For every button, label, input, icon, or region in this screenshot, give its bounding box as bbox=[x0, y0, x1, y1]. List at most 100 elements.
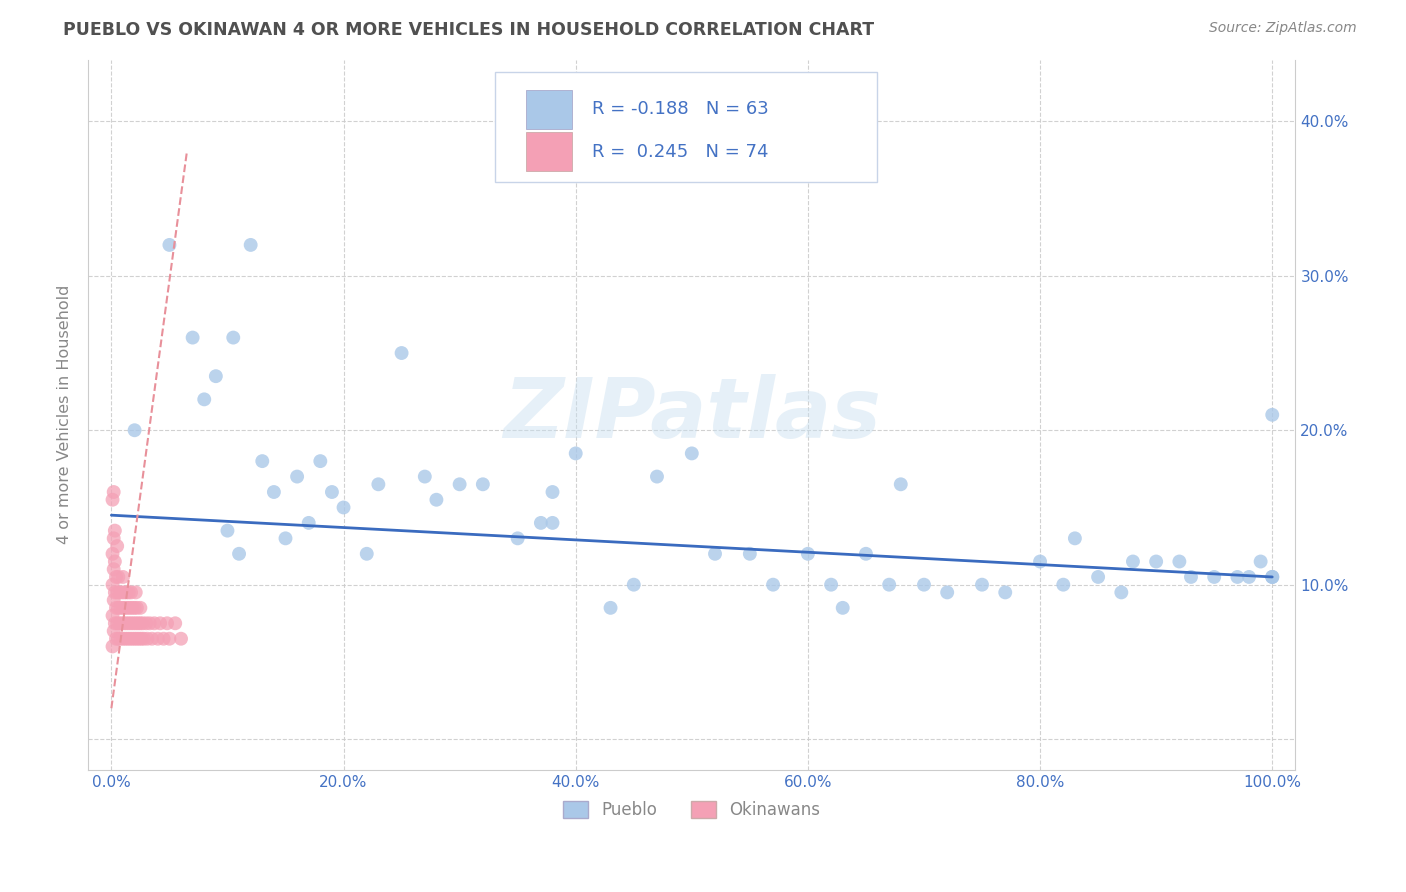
Point bbox=[132, 616, 155, 631]
Point bbox=[108, 585, 131, 599]
Point bbox=[738, 547, 761, 561]
Point bbox=[1261, 570, 1284, 584]
Point bbox=[118, 616, 141, 631]
Point bbox=[101, 492, 124, 507]
Point bbox=[112, 585, 135, 599]
Point bbox=[890, 477, 912, 491]
Legend: Pueblo, Okinawans: Pueblo, Okinawans bbox=[557, 794, 827, 826]
Point bbox=[1261, 570, 1284, 584]
Point bbox=[1261, 570, 1284, 584]
Point bbox=[114, 600, 136, 615]
Point bbox=[105, 616, 128, 631]
Point bbox=[101, 547, 124, 561]
Point bbox=[103, 624, 125, 638]
Point bbox=[105, 585, 128, 599]
Point bbox=[285, 469, 308, 483]
Point bbox=[471, 477, 494, 491]
Point bbox=[131, 632, 153, 646]
Point bbox=[1250, 554, 1272, 568]
Point bbox=[146, 632, 169, 646]
Point bbox=[107, 600, 129, 615]
Point bbox=[541, 485, 564, 500]
Point bbox=[820, 577, 842, 591]
Point bbox=[117, 632, 139, 646]
Point bbox=[157, 632, 180, 646]
Point bbox=[1144, 554, 1167, 568]
Point bbox=[181, 330, 204, 344]
Point bbox=[118, 632, 141, 646]
Point bbox=[681, 446, 703, 460]
Point bbox=[994, 585, 1017, 599]
Text: R =  0.245   N = 74: R = 0.245 N = 74 bbox=[592, 143, 768, 161]
Point bbox=[138, 616, 160, 631]
FancyBboxPatch shape bbox=[495, 71, 876, 183]
Point bbox=[321, 485, 343, 500]
Point bbox=[124, 600, 146, 615]
Point bbox=[1111, 585, 1133, 599]
Point bbox=[222, 330, 245, 344]
Point bbox=[936, 585, 959, 599]
Point bbox=[217, 524, 239, 538]
Point bbox=[263, 485, 285, 500]
Point bbox=[110, 600, 132, 615]
Point bbox=[1204, 570, 1226, 584]
Point bbox=[128, 632, 150, 646]
Point bbox=[124, 632, 146, 646]
Point bbox=[111, 570, 134, 584]
Point bbox=[541, 516, 564, 530]
Point bbox=[108, 616, 131, 631]
Point bbox=[274, 532, 297, 546]
Point bbox=[101, 577, 124, 591]
Point bbox=[125, 600, 148, 615]
Point bbox=[104, 585, 127, 599]
Point bbox=[125, 585, 148, 599]
Text: ZIPatlas: ZIPatlas bbox=[503, 375, 880, 455]
Point bbox=[132, 632, 155, 646]
FancyBboxPatch shape bbox=[526, 132, 572, 171]
Point bbox=[107, 570, 129, 584]
Point bbox=[105, 539, 128, 553]
Point bbox=[104, 616, 127, 631]
Point bbox=[831, 600, 853, 615]
Point bbox=[762, 577, 785, 591]
Point bbox=[105, 600, 128, 615]
Point bbox=[125, 632, 148, 646]
Y-axis label: 4 or more Vehicles in Household: 4 or more Vehicles in Household bbox=[58, 285, 72, 544]
Point bbox=[129, 616, 152, 631]
Point bbox=[239, 238, 262, 252]
Point bbox=[356, 547, 378, 561]
Point bbox=[127, 616, 149, 631]
Point bbox=[170, 632, 193, 646]
Point bbox=[125, 616, 148, 631]
Point bbox=[1261, 408, 1284, 422]
Point bbox=[104, 554, 127, 568]
Point bbox=[122, 616, 145, 631]
Point bbox=[107, 632, 129, 646]
Point bbox=[1237, 570, 1260, 584]
Point bbox=[623, 577, 645, 591]
Point bbox=[449, 477, 471, 491]
Point bbox=[104, 524, 127, 538]
Point bbox=[165, 616, 187, 631]
Point bbox=[1064, 532, 1087, 546]
Point bbox=[152, 632, 174, 646]
Point bbox=[1052, 577, 1074, 591]
Point bbox=[156, 616, 179, 631]
Point bbox=[1029, 554, 1052, 568]
Point bbox=[141, 632, 163, 646]
Point bbox=[193, 392, 215, 407]
Point bbox=[121, 600, 143, 615]
Point bbox=[205, 369, 228, 384]
Point bbox=[599, 600, 621, 615]
Point bbox=[110, 632, 132, 646]
Point bbox=[111, 632, 134, 646]
Point bbox=[124, 423, 146, 437]
Point bbox=[111, 600, 134, 615]
Point bbox=[564, 446, 586, 460]
Point bbox=[149, 616, 172, 631]
Point bbox=[115, 585, 138, 599]
Point bbox=[105, 632, 128, 646]
Point bbox=[1122, 554, 1144, 568]
Point bbox=[530, 516, 553, 530]
Point bbox=[1180, 570, 1202, 584]
